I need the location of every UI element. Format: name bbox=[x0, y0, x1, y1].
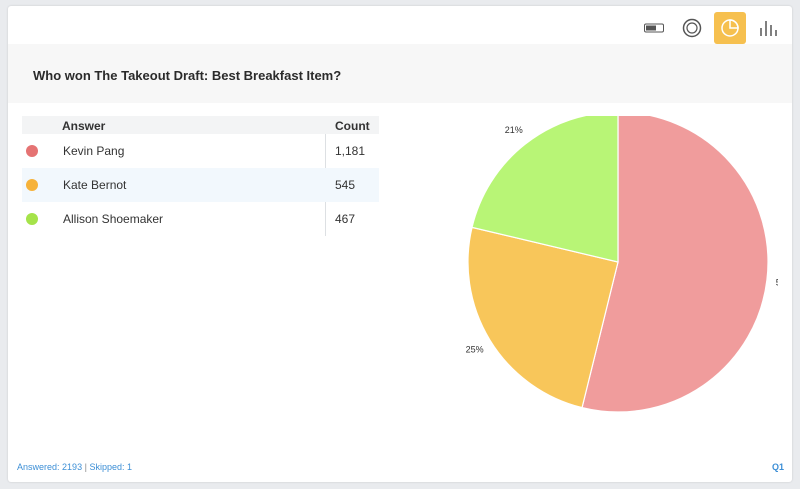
answer-count: 467 bbox=[335, 212, 356, 226]
question-title: Who won The Takeout Draft: Best Breakfas… bbox=[33, 68, 342, 83]
color-dot-icon bbox=[26, 213, 38, 225]
answer-count: 545 bbox=[335, 178, 356, 192]
pie-chart-svg: 54% 25% 21% bbox=[466, 111, 794, 413]
response-stats: Answered: 2193 | Skipped: 1 bbox=[17, 462, 132, 472]
donut-icon bbox=[682, 18, 702, 38]
color-dot-icon bbox=[26, 179, 38, 191]
question-header: Who won The Takeout Draft: Best Breakfas… bbox=[8, 44, 792, 103]
color-dot-icon bbox=[26, 145, 38, 157]
bar-chart-icon bbox=[760, 21, 777, 36]
answer-label: Kate Bernot bbox=[63, 178, 127, 192]
results-table: Answer Count Kevin Pang 1,181 Kate Berno… bbox=[22, 116, 379, 236]
toggle-view-button[interactable] bbox=[638, 12, 670, 44]
pie-icon bbox=[721, 19, 739, 37]
question-number: Q1 bbox=[771, 462, 784, 472]
pie-slice[interactable] bbox=[467, 226, 619, 409]
skipped-value: 1 bbox=[127, 462, 133, 472]
table-row: Kevin Pang 1,181 bbox=[22, 134, 379, 168]
stats-separator: | bbox=[84, 462, 87, 472]
pie-slice-label: 21% bbox=[505, 125, 523, 135]
pie-slice-label: 25% bbox=[466, 345, 484, 355]
table-header: Answer Count bbox=[22, 116, 379, 134]
answered-label: Answered: bbox=[17, 462, 60, 472]
toggle-icon bbox=[644, 23, 664, 33]
pie-slice-label: 54% bbox=[776, 277, 778, 287]
answer-count: 1,181 bbox=[335, 144, 366, 158]
pie-slice[interactable] bbox=[581, 111, 769, 413]
skipped-label: Skipped: bbox=[89, 462, 125, 472]
answer-column-header: Answer bbox=[62, 119, 106, 133]
pie-chart: 54% 25% 21% bbox=[438, 111, 794, 451]
count-column-header: Count bbox=[335, 119, 370, 133]
answered-value: 2193 bbox=[62, 462, 83, 472]
bar-view-button[interactable] bbox=[752, 12, 784, 44]
view-toolbar bbox=[638, 10, 784, 46]
donut-view-button[interactable] bbox=[676, 12, 708, 44]
answer-label: Kevin Pang bbox=[63, 144, 125, 158]
pie-view-button[interactable] bbox=[714, 12, 746, 44]
table-row: Kate Bernot 545 bbox=[22, 168, 379, 202]
footer: Answered: 2193 | Skipped: 1 Q1 bbox=[8, 456, 792, 482]
table-row: Allison Shoemaker 467 bbox=[22, 202, 379, 236]
question-card: Who won The Takeout Draft: Best Breakfas… bbox=[8, 6, 794, 482]
answer-label: Allison Shoemaker bbox=[63, 212, 164, 226]
